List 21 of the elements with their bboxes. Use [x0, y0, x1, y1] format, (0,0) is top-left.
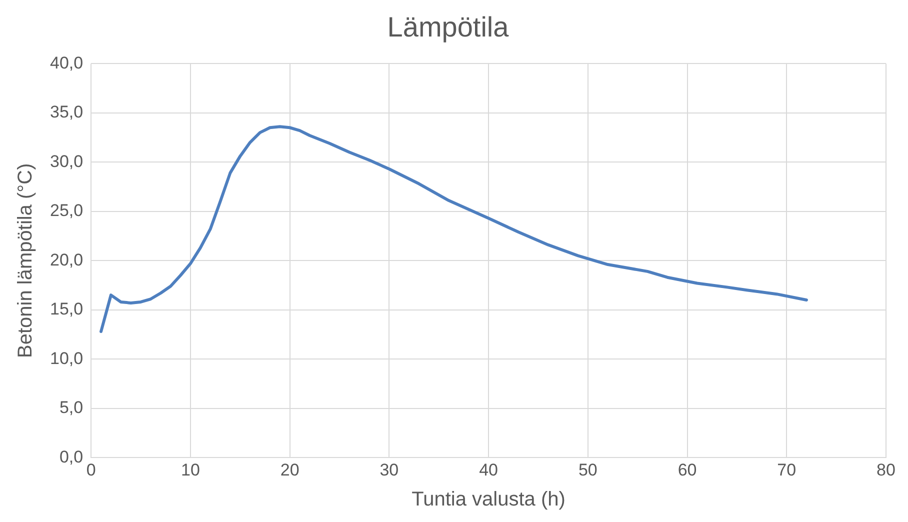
x-tick-label: 0	[86, 460, 96, 480]
x-tick-label: 70	[777, 460, 796, 480]
x-tick-label: 30	[380, 460, 399, 480]
x-tick-label: 80	[876, 460, 896, 480]
y-tick-label: 40,0	[50, 53, 84, 72]
chart-title: Lämpötila	[387, 12, 510, 43]
y-tick-label: 15,0	[50, 300, 84, 319]
y-tick-label: 5,0	[59, 398, 84, 418]
x-tick-label: 20	[280, 460, 300, 480]
y-tick-label: 35,0	[50, 102, 84, 122]
x-axis-title: Tuntia valusta (h)	[412, 488, 566, 511]
y-tick-label: 20,0	[50, 250, 84, 270]
y-tick-label: 10,0	[50, 348, 84, 368]
x-tick-label: 10	[180, 460, 200, 480]
x-tick-label: 40	[479, 460, 498, 480]
y-axis-title: Betonin lämpötila (°C)	[14, 163, 37, 358]
y-tick-label: 30,0	[50, 152, 84, 171]
x-tick-label: 60	[678, 460, 697, 480]
y-tick-label: 0,0	[59, 447, 84, 466]
x-tick-label: 50	[578, 460, 598, 480]
y-tick-label: 25,0	[50, 201, 84, 220]
